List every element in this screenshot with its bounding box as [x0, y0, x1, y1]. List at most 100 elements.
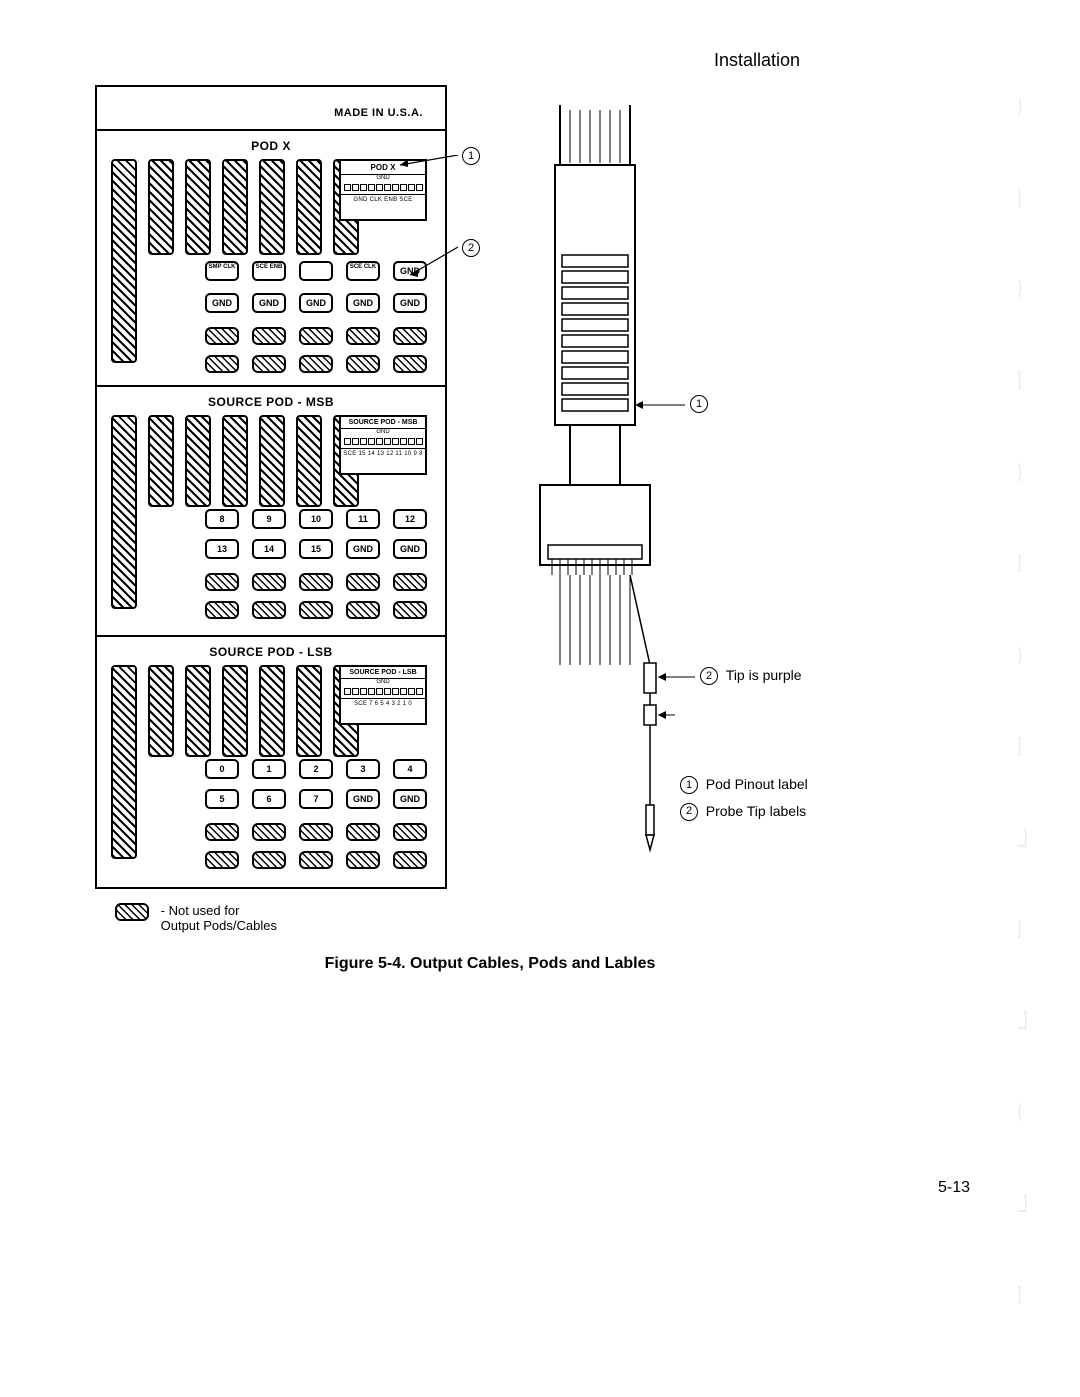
hatch-icon	[205, 355, 239, 373]
hatch-icon	[393, 851, 427, 869]
unused-row	[205, 601, 427, 619]
pinbox-nums: SCE 7 6 5 4 3 2 1 0	[341, 699, 425, 709]
hatch-icon	[346, 355, 380, 373]
hatch-icon	[252, 601, 286, 619]
tip-note: Tip is purple	[726, 667, 802, 683]
hatch-icon	[299, 327, 333, 345]
label-row: 5 6 7 GND GND	[205, 789, 427, 809]
connector-icon	[111, 415, 137, 609]
section-title: SOURCE POD - LSB	[209, 645, 332, 659]
hatch-icon	[252, 327, 286, 345]
probe-label: GND	[299, 293, 333, 313]
connector-icon	[296, 665, 322, 757]
connector-icon	[185, 159, 211, 255]
probe-label: 12	[393, 509, 427, 529]
made-in-label: MADE IN U.S.A.	[334, 107, 423, 119]
page-header: Installation	[714, 50, 800, 71]
connector-icon	[259, 415, 285, 507]
connector-icon	[185, 665, 211, 757]
connector-icon	[111, 159, 137, 363]
callout-circle-icon: 2	[700, 667, 718, 685]
pinbox-nums: SCE 15 14 13 12 11 10 9 8	[341, 449, 425, 459]
probe-drawing	[500, 105, 700, 865]
pinout-label-box: SOURCE POD - LSB GND SCE 7 6 5 4 3 2 1 0	[339, 665, 427, 725]
connector-icon	[148, 665, 174, 757]
probe-label: 3	[346, 759, 380, 779]
unused-row	[205, 355, 427, 373]
label-row: 13 14 15 GND GND	[205, 539, 427, 559]
unused-row	[205, 327, 427, 345]
scan-artifact-icon: )])]}])]_]]_](_]]	[1010, 60, 1050, 1340]
callout-2: 2	[462, 239, 480, 257]
probe-label: 6	[252, 789, 286, 809]
hatch-icon	[299, 573, 333, 591]
probe-label: 9	[252, 509, 286, 529]
probe-label: 2	[299, 759, 333, 779]
hatch-icon	[205, 573, 239, 591]
hatch-icon	[252, 823, 286, 841]
connector-icon	[185, 415, 211, 507]
connector-icon	[296, 415, 322, 507]
hatch-icon	[346, 851, 380, 869]
pod-section-lsb: SOURCE POD - LSB SOURCE POD - LSB GND SC…	[97, 635, 445, 887]
hatch-icon	[252, 851, 286, 869]
probe-label: 14	[252, 539, 286, 559]
callout-2-tip: 2 Tip is purple	[700, 667, 802, 685]
probe-label: SMP CLK	[205, 261, 239, 281]
pin-grid-icon	[341, 435, 425, 449]
callout-circle-icon: 1	[690, 395, 708, 413]
connector-icon	[148, 415, 174, 507]
callout-1-probe: 1	[690, 395, 708, 413]
probe-label: 7	[299, 789, 333, 809]
label-row: GND GND GND GND GND	[205, 293, 427, 313]
hatch-icon	[252, 573, 286, 591]
hatch-icon	[205, 823, 239, 841]
probe-label: 1	[252, 759, 286, 779]
hatch-icon	[393, 573, 427, 591]
probe-label: SCE CLK	[346, 261, 380, 281]
probe-label: GND	[393, 539, 427, 559]
legend-1: Pod Pinout label	[706, 776, 808, 792]
hatch-icon	[346, 327, 380, 345]
pinbox-title: SOURCE POD - LSB	[341, 667, 425, 679]
hatch-legend: - Not used for Output Pods/Cables	[115, 903, 277, 933]
probe-label: GND	[252, 293, 286, 313]
section-title: SOURCE POD - MSB	[208, 395, 334, 409]
hatch-icon	[299, 601, 333, 619]
pinbox-title: SOURCE POD - MSB	[341, 417, 425, 429]
probe-label: GND	[346, 539, 380, 559]
callout-circle-icon: 1	[462, 147, 480, 165]
connector-icon	[111, 665, 137, 859]
hatch-icon	[346, 573, 380, 591]
probe-label: 4	[393, 759, 427, 779]
connector-icon	[222, 159, 248, 255]
probe-label: 11	[346, 509, 380, 529]
connector-icon	[259, 159, 285, 255]
probe-label: 8	[205, 509, 239, 529]
figure: MADE IN U.S.A. POD X POD X GND	[70, 85, 910, 905]
callout-1: 1	[462, 147, 480, 165]
figure-caption: Figure 5-4. Output Cables, Pods and Labl…	[70, 955, 910, 973]
legend-2: Probe Tip labels	[706, 803, 806, 819]
hatch-icon	[205, 851, 239, 869]
pod-section-x: POD X POD X GND GND CLK ENB SCE	[97, 129, 445, 387]
connector-icon	[222, 415, 248, 507]
probe-label: SCE ENB	[252, 261, 286, 281]
hatch-icon	[299, 355, 333, 373]
probe-label: 13	[205, 539, 239, 559]
hatch-icon	[393, 601, 427, 619]
label-row: SMP CLK SCE ENB SCE CLK GND	[205, 261, 427, 281]
probe-label: GND	[205, 293, 239, 313]
legend-text: Not used for Output Pods/Cables	[161, 903, 277, 933]
connector-icon	[222, 665, 248, 757]
label-row: 0 1 2 3 4	[205, 759, 427, 779]
connector-icon	[296, 159, 322, 255]
hatch-icon	[346, 823, 380, 841]
pin-grid-icon	[341, 685, 425, 699]
hatch-icon	[252, 355, 286, 373]
pinout-label-box: SOURCE POD - MSB GND SCE 15 14 13 12 11 …	[339, 415, 427, 475]
probe-label: 15	[299, 539, 333, 559]
probe-label: GND	[393, 789, 427, 809]
label-row: 8 9 10 11 12	[205, 509, 427, 529]
callout-circle-icon: 1	[680, 776, 698, 794]
